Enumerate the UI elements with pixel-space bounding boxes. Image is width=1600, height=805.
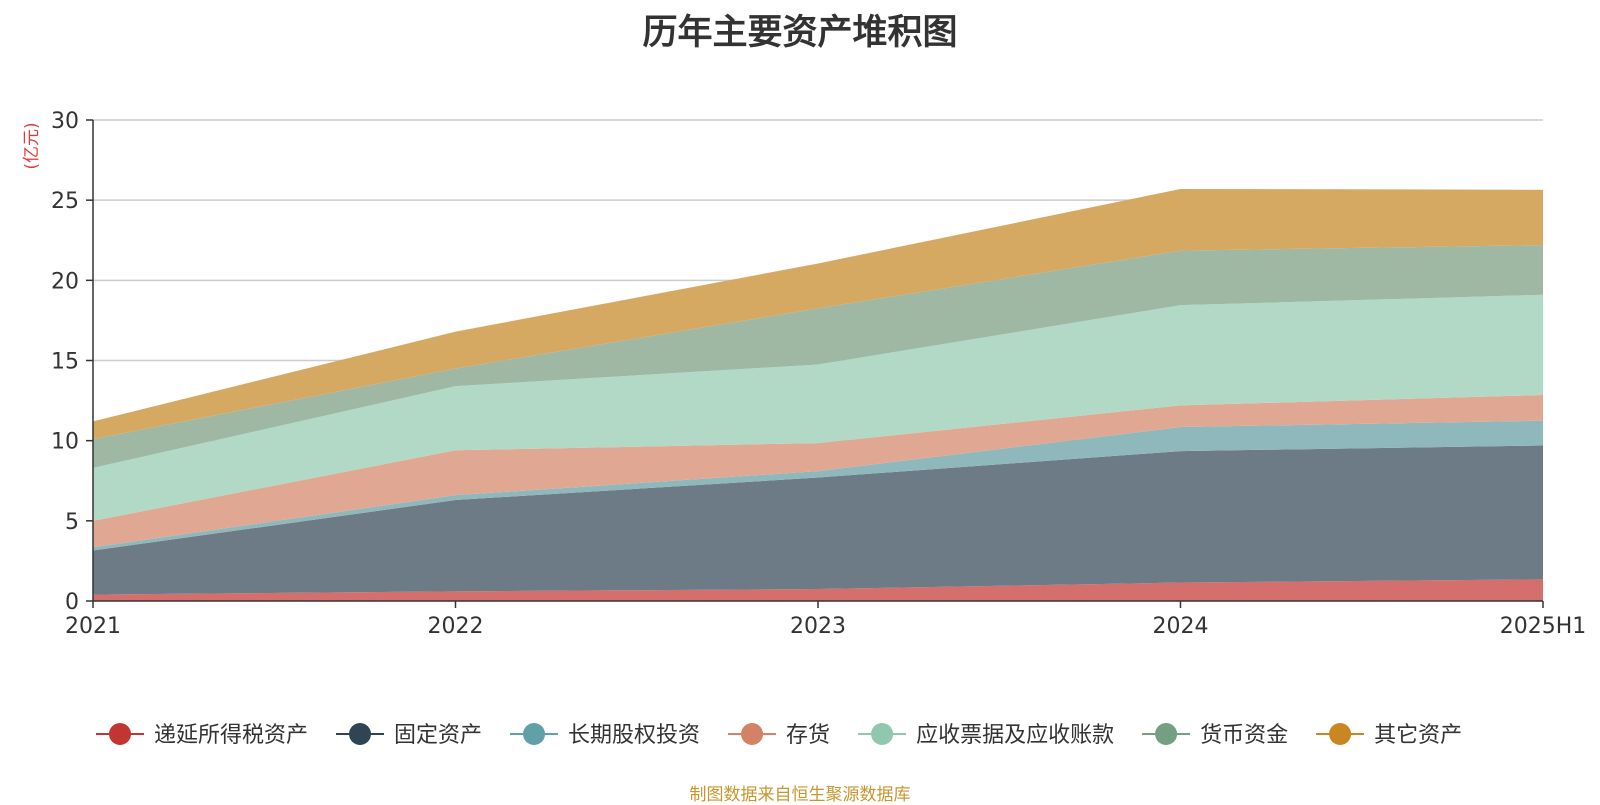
area-长期股权投资: [93, 420, 1543, 551]
area-递延所得税资产: [93, 579, 1543, 601]
legend-label: 应收票据及应收账款: [916, 723, 1114, 748]
legend: 递延所得税资产 固定资产 长期股权投资 存货 应收票据及应收账款 货币资金 其它资产: [96, 723, 1462, 748]
chart-title: 历年主要资产堆积图: [642, 13, 958, 53]
legend-marker: [1155, 723, 1178, 745]
legend-item: 其它资产: [1316, 723, 1462, 748]
legend-marker: [349, 723, 372, 745]
y-tick-label: 5: [65, 510, 79, 535]
y-tick-label: 15: [51, 350, 79, 375]
legend-marker: [741, 723, 764, 745]
legend-label: 货币资金: [1200, 723, 1288, 748]
y-unit-label: (亿元): [22, 122, 42, 169]
y-tick-label: 25: [51, 189, 79, 214]
area-存货: [93, 394, 1543, 548]
source-note: 制图数据来自恒生聚源数据库: [689, 785, 911, 805]
legend-item: 存货: [728, 723, 830, 748]
x-tick-label: 2022: [428, 614, 484, 639]
area-应收票据及应收账款: [93, 294, 1543, 521]
x-tick-label: 2024: [1153, 614, 1209, 639]
x-tick-label: 2021: [65, 614, 121, 639]
legend-item: 应收票据及应收账款: [858, 723, 1114, 748]
legend-item: 固定资产: [336, 723, 482, 748]
area-series: [93, 188, 1543, 601]
x-tick-label: 2025H1: [1500, 614, 1587, 639]
legend-label: 其它资产: [1374, 723, 1462, 748]
legend-label: 长期股权投资: [568, 723, 700, 748]
axes: 0 5 10 15 20 25 30 2021 2022 2023 2024 2025H1 (亿元): [22, 109, 1586, 639]
area-货币资金: [93, 245, 1543, 468]
area-固定资产: [93, 445, 1543, 595]
y-tick-label: 20: [51, 269, 79, 294]
legend-marker: [871, 723, 894, 745]
y-tick-label: 0: [65, 590, 79, 615]
legend-marker: [523, 723, 546, 745]
x-tick-label: 2023: [790, 614, 846, 639]
legend-marker: [1329, 723, 1352, 745]
legend-item: 长期股权投资: [510, 723, 700, 748]
area-其它资产: [93, 188, 1543, 440]
legend-label: 递延所得税资产: [154, 723, 308, 748]
y-tick-label: 30: [51, 109, 79, 134]
legend-item: 货币资金: [1142, 723, 1288, 748]
y-tick-label: 10: [51, 430, 79, 455]
legend-label: 固定资产: [394, 723, 482, 748]
legend-label: 存货: [786, 723, 830, 748]
legend-marker: [109, 723, 131, 745]
legend-item: 递延所得税资产: [96, 723, 308, 748]
